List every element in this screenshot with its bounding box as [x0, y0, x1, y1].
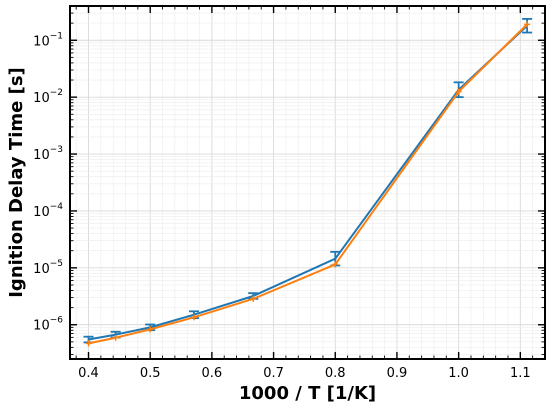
- x-axis-label: 1000 / T [1/K]: [239, 383, 376, 404]
- y-tick-label: 10−4: [33, 202, 63, 220]
- x-tick-label: 0.6: [202, 366, 223, 381]
- x-tick-label: 0.9: [387, 366, 408, 381]
- tick-labels: 0.4 0.5 0.6 0.7 0.8 0.9 1.0 1.1 10−6 10−5 10−4 10−3…: [33, 31, 530, 381]
- y-axis-label: Ignition Delay Time [s]: [6, 67, 27, 298]
- y-tick-label: 10−6: [33, 316, 63, 334]
- series-layer: [83, 18, 533, 347]
- series-line: [88, 25, 528, 341]
- series-1: [83, 18, 533, 344]
- x-tick-label: 0.5: [140, 366, 161, 381]
- series-line: [88, 23, 528, 345]
- y-tick-label: 10−2: [33, 88, 63, 106]
- x-tick-label: 0.7: [263, 366, 284, 381]
- ticks: [70, 5, 545, 359]
- y-tick-label: 10−1: [33, 31, 63, 49]
- x-tick-label: 1.1: [510, 366, 531, 381]
- x-tick-label: 1.0: [448, 366, 469, 381]
- grid: [70, 5, 545, 359]
- series-2: [85, 21, 531, 347]
- y-tick-label: 10−5: [33, 259, 63, 277]
- plot-frame: [69, 5, 546, 360]
- y-tick-label: 10−3: [33, 145, 63, 163]
- x-tick-label: 0.4: [78, 366, 99, 381]
- x-tick-label: 0.8: [325, 366, 346, 381]
